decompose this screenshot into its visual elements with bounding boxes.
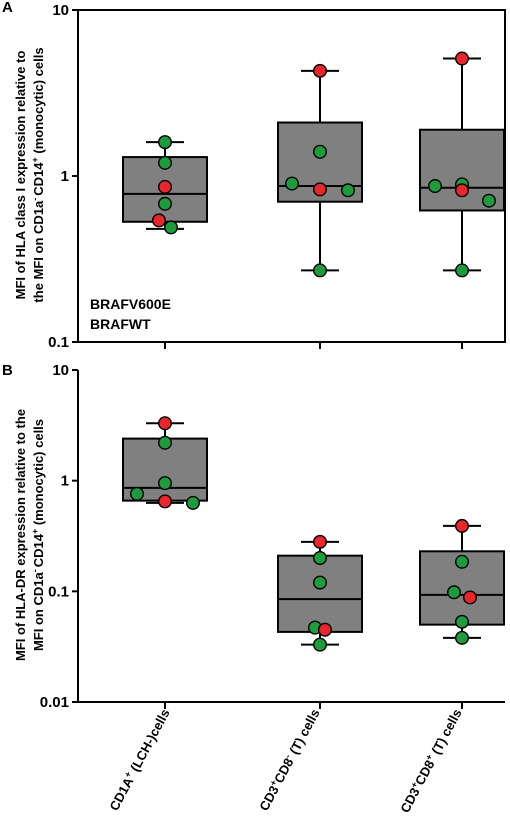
data-point-braf-wt [482,193,497,208]
data-point-braf-wt [157,196,172,211]
category-label-cd3-cd8pos: CD3+CD8+ (T) cells [396,706,464,815]
data-point-braf-v600e [463,590,478,605]
data-point-braf-wt [313,144,328,159]
panel-a: A MFI of HLA class I expression relative… [2,0,506,351]
category-labels: CD1A+ (LCH-)cells CD3+CD8- (T) cells CD3… [106,706,464,815]
y-tick-label: 10 [52,2,69,19]
data-point-braf-wt [455,614,470,629]
y-tick-label: 0.01 [40,694,69,711]
data-point-braf-v600e [313,534,328,549]
data-point-braf-v600e [313,182,328,197]
data-point-braf-wt [157,155,172,170]
legend-braf-v600e: BRAFV600E [90,296,171,312]
panel-b-axes [77,370,505,703]
data-point-braf-wt [428,179,443,194]
data-point-braf-wt [455,630,470,645]
data-point-braf-wt [157,435,172,450]
data-point-braf-wt [157,476,172,491]
data-point-braf-wt [455,554,470,569]
data-point-braf-wt [313,637,328,652]
panel-a-frame [77,9,506,343]
y-tick-label: 1 [61,168,69,185]
panel-b-ylabel-line2: MFI on CD1a-CD14+ (monocytic) cells [30,419,46,651]
data-point-braf-v600e [455,51,470,66]
category-label-cd1a: CD1A+ (LCH-)cells [106,706,173,813]
panel-a-ylabel-line2: the MFI on CD1a-CD14+ (monocytic) cells [30,47,46,302]
data-point-braf-wt [285,176,300,191]
data-point-braf-v600e [455,518,470,533]
data-point-braf-v600e [455,183,470,198]
y-tick-label: 0.1 [48,334,69,351]
data-point-braf-wt [447,585,462,600]
data-point-braf-v600e [157,416,172,431]
data-point-braf-wt [313,263,328,278]
panel-b-plot: 0.01 0.1 1 10 [40,362,505,711]
data-point-braf-wt [341,183,356,198]
panel-a-ylabel-line1: MFI of HLA class I expression relative t… [13,51,28,300]
data-point-braf-wt [157,135,172,150]
data-point-braf-v600e [313,63,328,78]
box [277,554,363,633]
data-point-braf-wt [313,551,328,566]
data-point-braf-v600e [318,622,333,637]
data-point-braf-wt [129,486,144,501]
panel-b-ylabel-line1: MFI of HLA-DR expression relative to the [13,409,28,661]
panel-letter-b: B [2,362,13,379]
legend: BRAFV600E BRAFWT [90,296,171,332]
data-point-braf-v600e [157,494,172,509]
y-tick-label: 10 [52,362,69,379]
category-label-cd3-cd8neg: CD3+CD8- (T) cells [255,706,322,813]
data-point-braf-wt [185,495,200,510]
panel-a-plot: 0.1 1 10 [48,2,505,351]
data-point-braf-wt [455,263,470,278]
data-point-braf-wt [163,220,178,235]
panel-letter-a: A [2,0,13,16]
panel-b: B MFI of HLA-DR expression relative to t… [2,362,505,711]
y-tick-label: 0.1 [48,583,69,600]
data-point-braf-wt [313,575,328,590]
data-point-braf-v600e [157,179,172,194]
data-point-braf-v600e [151,213,166,228]
y-tick-label: 1 [61,473,69,490]
legend-braf-wt: BRAFWT [90,316,151,332]
